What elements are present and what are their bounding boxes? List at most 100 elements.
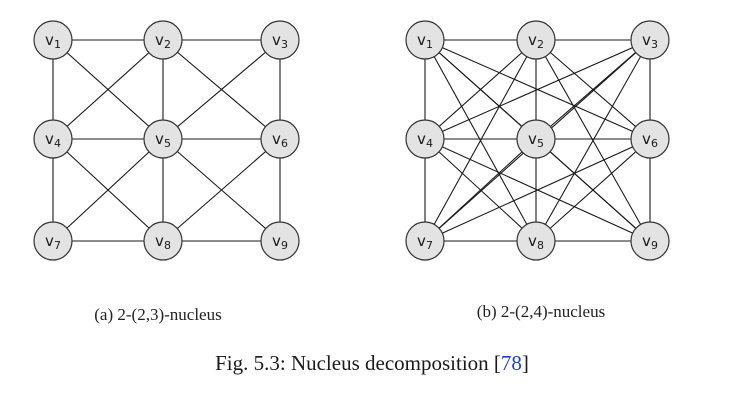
node-subscript: 1 <box>426 38 433 51</box>
node-subscript: 7 <box>426 239 433 252</box>
node-letter: v <box>272 232 281 250</box>
node-b-v1: v1 <box>405 20 445 60</box>
node-circle <box>33 119 73 159</box>
node-b-v3: v3 <box>630 20 670 60</box>
node-b-v8: v8 <box>516 221 556 261</box>
node-label: v7 <box>45 232 61 252</box>
node-letter: v <box>528 31 537 49</box>
node-subscript: 3 <box>281 38 288 51</box>
node-circle <box>33 20 73 60</box>
node-subscript: 1 <box>54 38 61 51</box>
node-b-v2: v2 <box>516 20 556 60</box>
node-a-v6: v6 <box>260 119 300 159</box>
node-label: v7 <box>417 232 433 252</box>
node-a-v4: v4 <box>33 119 73 159</box>
node-circle <box>143 119 183 159</box>
node-letter: v <box>155 130 164 148</box>
node-letter: v <box>528 232 537 250</box>
node-circle <box>516 20 556 60</box>
node-a-v2: v2 <box>143 20 183 60</box>
node-label: v2 <box>528 31 544 51</box>
node-b-v4: v4 <box>405 119 445 159</box>
node-letter: v <box>417 232 426 250</box>
node-letter: v <box>642 130 651 148</box>
edge-b-v3-v4 <box>424 39 651 140</box>
caption-b: (b) 2-(2,4)-nucleus <box>477 302 605 321</box>
node-a-v9: v9 <box>260 221 300 261</box>
node-a-v5: v5 <box>143 119 183 159</box>
node-label: v6 <box>272 130 288 150</box>
node-circle <box>260 20 300 60</box>
node-a-v3: v3 <box>260 20 300 60</box>
node-letter: v <box>45 232 54 250</box>
node-letter: v <box>155 232 164 250</box>
node-letter: v <box>417 31 426 49</box>
edge-b-v9-v2 <box>535 39 651 242</box>
node-circle <box>630 119 670 159</box>
figure-caption: Fig. 5.3: Nucleus decomposition [78] <box>215 351 529 375</box>
node-label: v3 <box>642 31 658 51</box>
node-b-v6: v6 <box>630 119 670 159</box>
node-letter: v <box>45 31 54 49</box>
node-circle <box>405 221 445 261</box>
node-label: v6 <box>642 130 658 150</box>
node-subscript: 9 <box>651 239 658 252</box>
node-subscript: 8 <box>537 239 544 252</box>
node-label: v4 <box>417 130 433 150</box>
node-letter: v <box>528 130 537 148</box>
edge-b-v2-v6 <box>535 39 651 140</box>
node-label: v3 <box>272 31 288 51</box>
node-circle <box>516 119 556 159</box>
node-subscript: 9 <box>281 239 288 252</box>
edge-b-v4-v8 <box>424 138 537 242</box>
node-subscript: 7 <box>54 239 61 252</box>
node-letter: v <box>642 31 651 49</box>
node-circle <box>33 221 73 261</box>
node-circle <box>260 119 300 159</box>
node-b-v7: v7 <box>405 221 445 261</box>
node-circle <box>516 221 556 261</box>
node-circle <box>260 221 300 261</box>
node-label: v8 <box>155 232 171 252</box>
node-letter: v <box>272 130 281 148</box>
node-label: v9 <box>272 232 288 252</box>
citation-link[interactable]: 78 <box>501 351 522 375</box>
node-circle <box>143 20 183 60</box>
node-label: v8 <box>528 232 544 252</box>
figure-caption-prefix: Fig. 5.3: Nucleus decomposition [ <box>215 351 501 375</box>
node-subscript: 6 <box>651 137 658 150</box>
node-label: v4 <box>45 130 61 150</box>
node-subscript: 3 <box>651 38 658 51</box>
node-letter: v <box>45 130 54 148</box>
node-subscript: 4 <box>426 137 433 150</box>
node-subscript: 2 <box>537 38 544 51</box>
node-b-v9: v9 <box>630 221 670 261</box>
node-subscript: 5 <box>537 137 544 150</box>
edge-a-v2-v6 <box>162 39 281 140</box>
caption-a: (a) 2-(2,3)-nucleus <box>94 305 221 324</box>
node-circle <box>405 20 445 60</box>
node-subscript: 5 <box>164 137 171 150</box>
node-circle <box>405 119 445 159</box>
edge-b-v7-v2 <box>424 39 537 242</box>
node-circle <box>143 221 183 261</box>
node-letter: v <box>272 31 281 49</box>
node-subscript: 4 <box>54 137 61 150</box>
edge-a-v4-v8 <box>52 138 164 242</box>
node-subscript: 8 <box>164 239 171 252</box>
figure-caption-suffix: ] <box>522 351 529 375</box>
node-label: v9 <box>642 232 658 252</box>
node-label: v5 <box>155 130 171 150</box>
node-label: v2 <box>155 31 171 51</box>
node-a-v8: v8 <box>143 221 183 261</box>
node-label: v5 <box>528 130 544 150</box>
node-label: v1 <box>45 31 61 51</box>
node-subscript: 6 <box>281 137 288 150</box>
node-letter: v <box>417 130 426 148</box>
edge-a-v2-v4 <box>52 39 164 140</box>
